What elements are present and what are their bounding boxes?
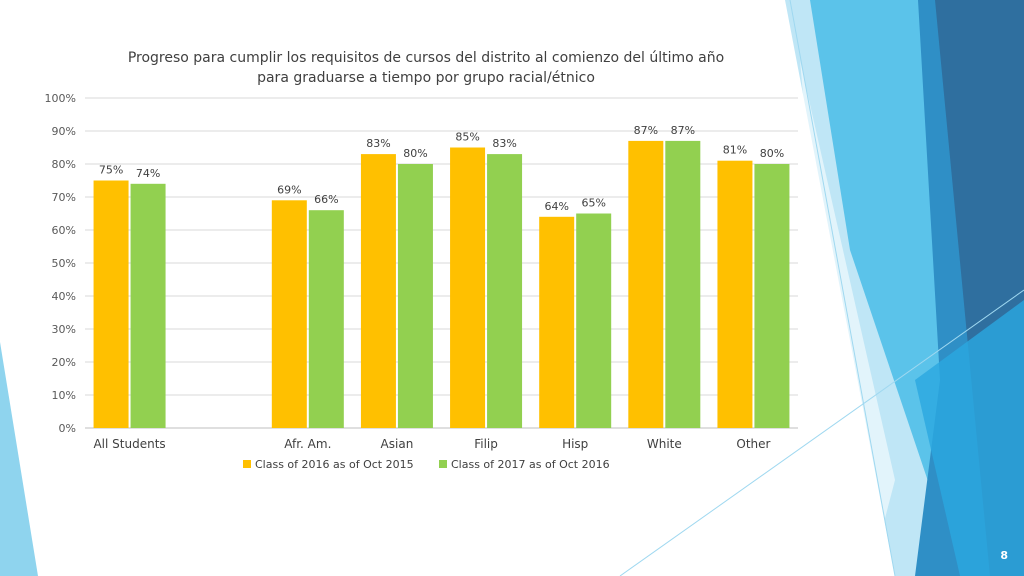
legend-label: Class of 2017 as of Oct 2016: [451, 458, 610, 471]
bar: [93, 180, 129, 428]
data-label: 83%: [366, 137, 390, 150]
data-label: 85%: [455, 131, 479, 144]
bar: [754, 164, 790, 428]
data-label: 80%: [403, 147, 427, 160]
y-tick-label: 40%: [52, 290, 76, 303]
bar: [665, 140, 701, 428]
bar-chart: 0% 10% 20% 30% 40% 50% 60% 70% 80% 90% 100% 75% 74% A…: [45, 92, 798, 471]
bar: [450, 147, 486, 428]
bar: [308, 210, 344, 428]
bar: [717, 160, 753, 428]
data-label: 64%: [544, 200, 568, 213]
x-tick-label: Asian: [381, 437, 414, 451]
bar: [271, 200, 307, 428]
y-tick-label: 50%: [52, 257, 76, 270]
data-label: 69%: [277, 183, 301, 196]
legend-label: Class of 2016 as of Oct 2015: [255, 458, 414, 471]
x-tick-label: Hisp: [562, 437, 588, 451]
data-label: 80%: [760, 147, 784, 160]
data-label: 81%: [723, 144, 747, 157]
x-tick-label: White: [647, 437, 682, 451]
y-tick-label: 0%: [59, 422, 76, 435]
right-decor-line-1: [789, 0, 896, 576]
bar: [397, 164, 433, 428]
x-tick-label: All Students: [93, 437, 165, 451]
bar: [487, 154, 523, 428]
right-decor-line-2: [619, 289, 1024, 576]
data-label: 74%: [136, 167, 160, 180]
data-label: 87%: [634, 124, 658, 137]
y-tick-label: 100%: [45, 92, 76, 105]
left-decor-triangle: [0, 342, 38, 576]
chart-title: Progreso para cumplir los requisitos de …: [100, 48, 752, 88]
y-tick-label: 10%: [52, 389, 76, 402]
y-tick-label: 30%: [52, 323, 76, 336]
chart-title-line-2: para graduarse a tiempo por grupo racial…: [257, 70, 595, 86]
x-tick-label: Filip: [474, 437, 498, 451]
y-tick-label: 70%: [52, 191, 76, 204]
bar: [130, 183, 166, 428]
bar: [360, 154, 396, 428]
x-tick-label: Afr. Am.: [284, 437, 331, 451]
y-tick-label: 80%: [52, 158, 76, 171]
y-tick-label: 90%: [52, 125, 76, 138]
y-tick-label: 60%: [52, 224, 76, 237]
data-label: 83%: [492, 137, 516, 150]
x-tick-label: Other: [736, 437, 770, 451]
bar: [628, 140, 664, 428]
data-label: 66%: [314, 193, 338, 206]
data-label: 65%: [581, 197, 605, 210]
data-label: 75%: [99, 164, 123, 177]
right-decor-accent: [915, 300, 1024, 576]
bar: [539, 216, 575, 428]
chart-title-line-1: Progreso para cumplir los requisitos de …: [127, 50, 725, 66]
data-label: 87%: [671, 124, 695, 137]
legend-swatch: [243, 460, 251, 468]
legend-swatch: [439, 460, 447, 468]
slide-number: 8: [1000, 549, 1008, 562]
y-tick-label: 20%: [52, 356, 76, 369]
bar: [576, 213, 612, 428]
